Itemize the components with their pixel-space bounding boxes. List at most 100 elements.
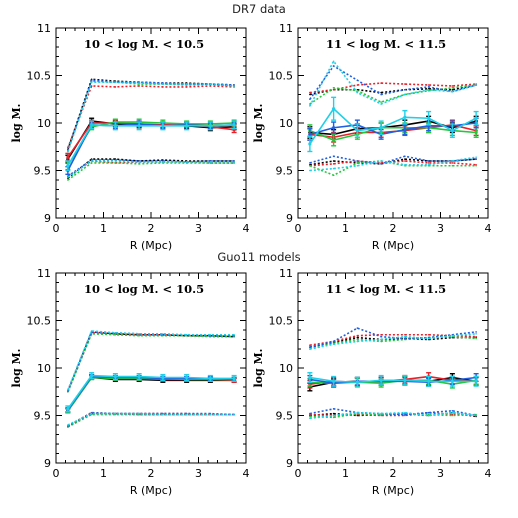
data-point <box>67 176 69 178</box>
data-point <box>332 414 335 417</box>
series-line-blue-solid <box>309 122 477 136</box>
data-point <box>451 88 454 91</box>
y-axis-label: log M. <box>10 348 23 387</box>
data-point <box>162 83 164 85</box>
data-point <box>138 333 140 335</box>
data-point <box>332 340 335 343</box>
x-tick-label: 4 <box>243 467 250 480</box>
x-axis-label: R (Mpc) <box>372 484 414 497</box>
series-line-green-dotted <box>67 332 235 393</box>
data-point <box>66 407 70 411</box>
data-point <box>404 93 406 96</box>
y-tick-label: 10.5 <box>27 315 52 328</box>
data-point <box>427 414 430 417</box>
data-point <box>138 161 140 163</box>
data-point <box>332 138 336 142</box>
data-point <box>67 179 69 181</box>
data-point <box>309 164 311 167</box>
y-tick-label: 10 <box>279 362 293 375</box>
data-point <box>380 338 382 341</box>
y-tick-label: 9 <box>44 457 51 470</box>
data-point <box>309 346 311 348</box>
series-line-green-dotted <box>309 84 477 105</box>
x-tick-label: 4 <box>243 222 250 235</box>
y-tick-label: 11 <box>37 267 51 280</box>
data-point <box>162 161 164 163</box>
data-point <box>355 129 359 133</box>
data-point <box>332 87 335 89</box>
data-point <box>404 413 406 416</box>
data-point <box>332 343 335 346</box>
x-tick-label: 4 <box>485 467 492 480</box>
data-point <box>404 335 406 338</box>
panel-title: 11 < log M. < 11.5 <box>326 37 446 51</box>
x-axis-label: R (Mpc) <box>372 239 414 252</box>
data-point <box>66 155 70 159</box>
data-point <box>427 162 430 164</box>
data-point <box>209 333 212 336</box>
data-point <box>309 412 311 415</box>
data-point <box>90 81 93 83</box>
series-line-green-solid <box>309 126 477 141</box>
data-point <box>208 376 212 381</box>
y-tick-label: 10.5 <box>269 315 294 328</box>
data-point <box>356 411 359 414</box>
x-tick-label: 0 <box>295 467 302 480</box>
data-point <box>309 162 311 164</box>
data-point <box>380 82 382 84</box>
data-point <box>450 379 454 383</box>
series-line-green-dotted <box>67 80 235 152</box>
y-tick-label: 9.5 <box>276 410 294 423</box>
data-point <box>209 85 212 87</box>
data-point <box>332 160 335 162</box>
data-point <box>475 414 477 417</box>
data-point <box>114 162 117 164</box>
data-point <box>403 378 407 382</box>
data-point <box>232 123 236 127</box>
data-point <box>185 333 188 336</box>
data-point <box>356 327 359 329</box>
data-point <box>161 124 165 128</box>
data-point <box>427 116 431 120</box>
data-point <box>308 132 312 136</box>
y-tick-label: 9.5 <box>34 410 52 423</box>
data-point <box>427 88 430 91</box>
data-point <box>332 163 335 165</box>
data-point <box>138 334 140 337</box>
y-tick-label: 10.5 <box>269 70 294 83</box>
data-point <box>451 414 454 417</box>
x-tick-label: 3 <box>437 222 444 235</box>
data-point <box>427 333 430 336</box>
series-line-cyan-dotted <box>67 81 235 152</box>
data-point <box>427 379 431 383</box>
data-point <box>404 411 406 414</box>
data-point <box>427 86 430 88</box>
series-line-blue-dotted <box>67 159 235 177</box>
x-tick-label: 3 <box>195 467 202 480</box>
data-point <box>427 337 430 340</box>
data-point <box>332 412 335 415</box>
data-point <box>138 412 140 415</box>
y-tick-label: 9.5 <box>34 165 52 178</box>
data-point <box>355 380 359 384</box>
x-tick-label: 0 <box>295 222 302 235</box>
data-point <box>114 332 117 334</box>
plot-frame <box>297 272 489 464</box>
data-point <box>209 161 212 163</box>
data-point <box>451 411 454 414</box>
data-point <box>309 415 311 418</box>
data-point <box>356 340 359 343</box>
section-title-guo11: Guo11 models <box>217 250 300 264</box>
y-tick-label: 10 <box>279 117 293 130</box>
panel-title: 10 < log M. < 10.5 <box>84 282 204 296</box>
data-point <box>233 161 235 163</box>
data-point <box>356 164 359 167</box>
data-point <box>404 88 406 91</box>
data-point <box>475 84 477 86</box>
data-point <box>404 164 406 166</box>
data-point <box>309 169 311 172</box>
panel-dr7-low-mass: 0 1 2 3 4 9 9.5 10 10.5 11 R (Mpc) log M. 10 < log M… <box>10 22 250 252</box>
data-point <box>475 331 477 333</box>
data-point <box>451 90 454 93</box>
